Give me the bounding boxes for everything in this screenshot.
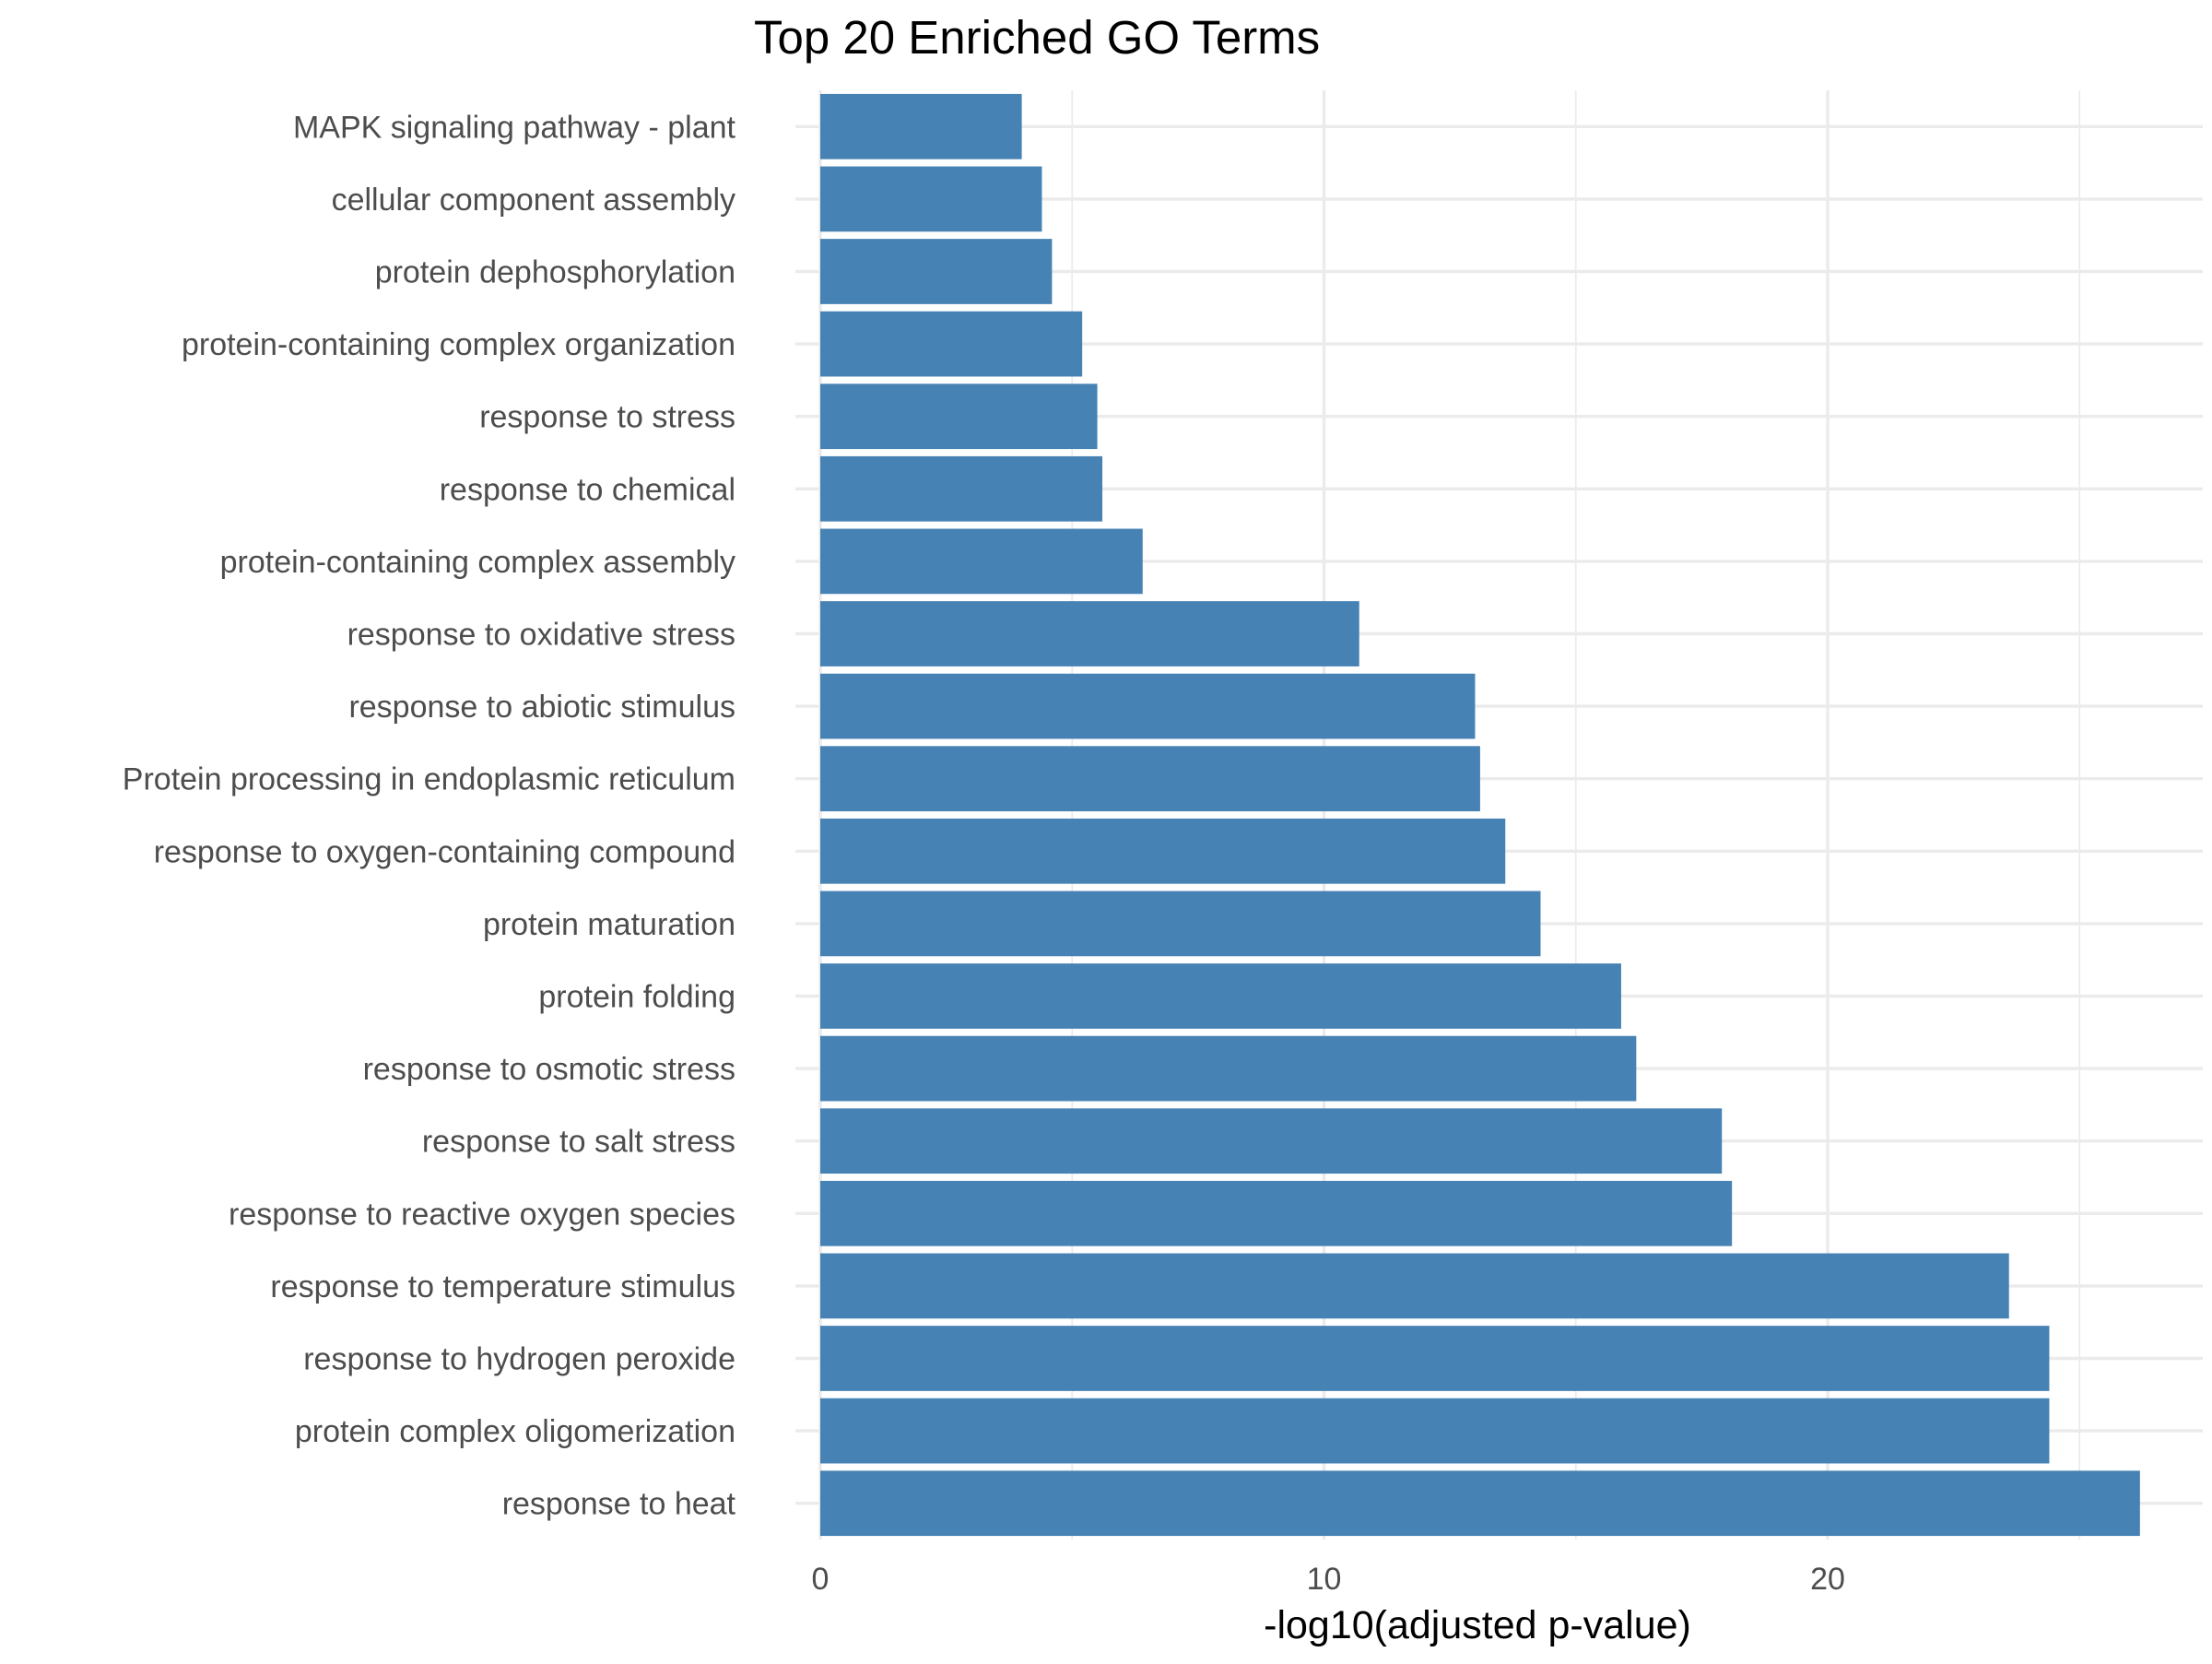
category-labels: MAPK signaling pathway - plant cellular c…: [123, 110, 736, 1521]
bar: [820, 311, 1083, 377]
bar: [820, 963, 1621, 1029]
bar: [820, 528, 1143, 595]
category-label: response to chemical: [440, 472, 735, 507]
bar: [820, 384, 1098, 450]
bar: [820, 455, 1103, 522]
bar: [820, 673, 1476, 739]
bar: [820, 1326, 2050, 1391]
bar: [820, 1180, 1733, 1246]
category-label: response to reactive oxygen species: [229, 1197, 735, 1232]
bars-layer: [820, 93, 2140, 1537]
bar: [820, 1035, 1637, 1102]
bar: [820, 891, 1541, 957]
bar: [820, 1108, 1723, 1174]
category-label: protein-containing complex assembly: [220, 545, 735, 580]
x-tick-label: 10: [1307, 1562, 1342, 1597]
category-label: protein maturation: [483, 907, 735, 942]
bar: [820, 601, 1359, 667]
category-label: protein folding: [538, 980, 735, 1015]
bar: [820, 239, 1053, 304]
bar: [820, 1470, 2140, 1537]
x-tick-label: 20: [1810, 1562, 1845, 1597]
category-label: response to oxygen-containing compound: [154, 834, 735, 869]
x-tick-label: 0: [812, 1562, 830, 1597]
category-label: Protein processing in endoplasmic reticu…: [123, 762, 735, 797]
category-label: response to hydrogen peroxide: [303, 1342, 735, 1377]
bar: [820, 166, 1042, 232]
grid-layer: [795, 90, 2203, 1540]
category-label: response to osmotic stress: [363, 1052, 735, 1087]
x-axis-title: -log10(adjusted p-value): [1264, 1603, 1691, 1647]
category-label: response to salt stress: [422, 1125, 735, 1160]
bar: [820, 1253, 2009, 1319]
bar: [820, 1398, 2050, 1464]
bar: [820, 746, 1480, 812]
category-label: MAPK signaling pathway - plant: [293, 110, 736, 145]
category-label: protein complex oligomerization: [295, 1414, 735, 1449]
bar: [820, 818, 1506, 884]
category-label: response to heat: [502, 1487, 736, 1522]
bar: [820, 93, 1022, 159]
category-label: response to oxidative stress: [347, 618, 735, 653]
category-label: protein-containing complex organization: [182, 327, 735, 362]
category-label: response to abiotic stimulus: [348, 690, 735, 725]
category-label: protein dephosphorylation: [375, 255, 735, 290]
category-label: response to temperature stimulus: [270, 1269, 735, 1304]
x-axis-ticks: 0 10 20: [812, 1562, 1845, 1597]
chart-title: Top 20 Enriched GO Terms: [754, 11, 1320, 64]
category-label: cellular component assembly: [332, 183, 735, 218]
category-label: response to stress: [479, 400, 735, 435]
